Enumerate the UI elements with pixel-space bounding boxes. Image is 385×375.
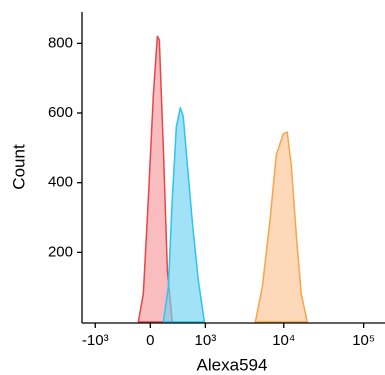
x-tick-label: 10³	[195, 332, 217, 349]
x-axis-title: Alexa594	[197, 355, 268, 374]
histogram-area	[254, 131, 309, 323]
y-tick-label: 400	[48, 174, 73, 191]
y-axis-title: Count	[9, 144, 28, 190]
y-tick-label: 600	[48, 104, 73, 121]
x-tick-label: 10⁴	[272, 332, 295, 349]
y-tick-label: 800	[48, 34, 73, 51]
x-tick-label: 10⁵	[352, 332, 375, 349]
x-tick-label: -10³	[82, 332, 109, 349]
x-tick-label: 0	[146, 332, 154, 349]
histogram-area	[162, 107, 206, 323]
y-tick-label: 200	[48, 243, 73, 260]
histogram-area	[137, 35, 173, 323]
